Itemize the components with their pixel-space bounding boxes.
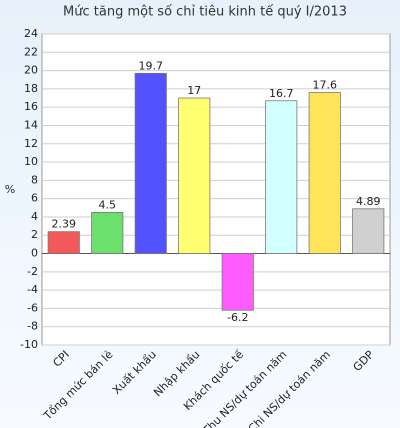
- value-label: 4.89: [356, 195, 381, 208]
- y-tick-label: -8: [27, 320, 38, 333]
- y-tick-label: 14: [24, 118, 38, 131]
- y-tick-label: 2: [31, 228, 38, 241]
- bar: [221, 253, 254, 311]
- value-label: -6.2: [227, 311, 248, 324]
- y-tick-label: 20: [24, 64, 38, 77]
- bar: [308, 92, 341, 254]
- y-tick-label: 22: [24, 45, 38, 58]
- bar: [178, 97, 211, 254]
- y-tick-label: 0: [31, 247, 38, 260]
- bar: [91, 211, 124, 254]
- y-tick-label: 8: [31, 173, 38, 186]
- value-label: 19.7: [139, 59, 164, 72]
- y-tick-label: 12: [24, 137, 38, 150]
- value-label: 17: [187, 84, 201, 97]
- bar: [47, 231, 80, 254]
- y-axis-label: %: [5, 183, 15, 196]
- bar: [352, 208, 385, 254]
- y-tick-label: 4: [31, 210, 38, 223]
- value-label: 17.6: [313, 79, 338, 92]
- y-tick-label: -10: [20, 338, 38, 351]
- chart-title: Mức tăng một số chỉ tiêu kinh tế quý I/2…: [63, 5, 347, 20]
- y-tick-label: 16: [24, 100, 38, 113]
- value-label: 2.39: [52, 218, 77, 231]
- bar: [265, 100, 298, 254]
- value-label: 16.7: [269, 87, 294, 100]
- y-tick-label: -6: [27, 301, 38, 314]
- y-tick-label: 24: [24, 27, 38, 40]
- y-tick-label: 6: [31, 192, 38, 205]
- y-tick-label: 10: [24, 155, 38, 168]
- y-tick-label: 18: [24, 82, 38, 95]
- y-tick-label: -2: [27, 265, 38, 278]
- value-label: 4.5: [99, 198, 117, 211]
- bar: [134, 72, 167, 254]
- y-tick-label: -4: [27, 283, 38, 296]
